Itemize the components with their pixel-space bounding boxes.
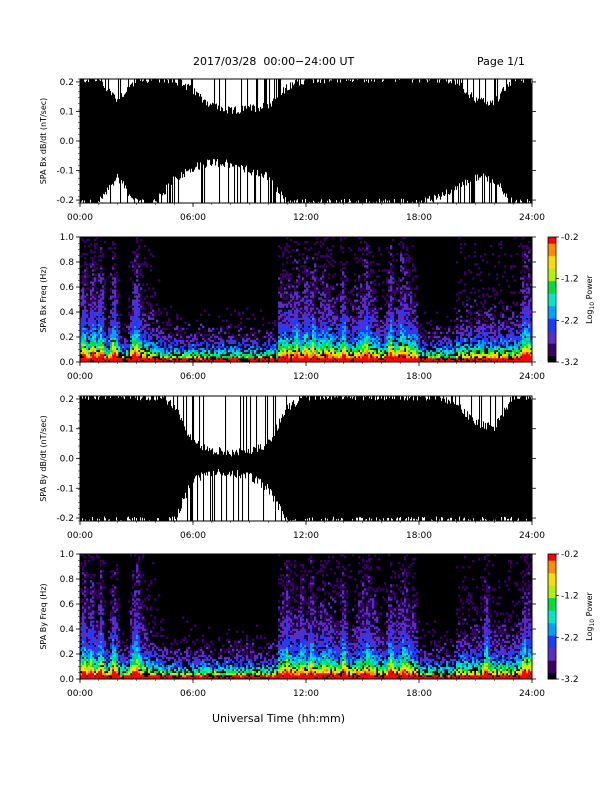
y-tick-label: 0.1 xyxy=(60,107,74,117)
x-tick-label: 18:00 xyxy=(406,689,432,699)
page-title: 2017/03/28 00:00−24:00 UT xyxy=(193,55,355,68)
x-axis-label: Universal Time (hh:mm) xyxy=(212,712,345,725)
x-tick-label: 00:00 xyxy=(67,531,93,541)
x-tick-label: 00:00 xyxy=(67,372,93,382)
y-tick-label: 0.2 xyxy=(60,78,74,88)
spectrogram xyxy=(80,237,533,363)
y-axis-label: SPA By dB/dt (nT/sec) xyxy=(39,415,48,502)
colorbar-tick-label: -0.2 xyxy=(561,233,579,243)
y-tick-label: 0.0 xyxy=(60,455,75,465)
panel-2: -0.2 -1.2 -2.2 -3.2 Log10 Power 1.0 0.8 0.6 0.4 0… xyxy=(39,233,596,382)
x-tick-label: 06:00 xyxy=(180,372,206,382)
x-tick-label: 12:00 xyxy=(293,531,319,541)
colorbar-frame xyxy=(547,236,557,363)
y-axis-label: SPA Bx Freq (Hz) xyxy=(39,266,48,332)
spectrogram xyxy=(80,554,533,680)
y-tick-label: 1.0 xyxy=(60,550,75,560)
x-tick-label: 24:00 xyxy=(519,372,545,382)
dbdt-trace xyxy=(80,79,533,203)
y-tick-label: 0.1 xyxy=(60,425,74,435)
x-tick-label: 18:00 xyxy=(406,213,432,223)
x-tick-label: 12:00 xyxy=(293,213,319,223)
x-tick-label: 12:00 xyxy=(293,372,319,382)
colorbar-frame xyxy=(547,553,557,680)
x-tick-label: 24:00 xyxy=(519,689,545,699)
colorbar-tick-label: -2.2 xyxy=(561,633,579,643)
y-tick-label: 1.0 xyxy=(60,233,75,243)
colorbar-label: Log10 Power xyxy=(585,274,596,323)
y-tick-label: 0.2 xyxy=(60,650,74,660)
colorbar-tick-label: -3.2 xyxy=(561,358,579,368)
y-tick-label: 0.4 xyxy=(60,308,75,318)
y-tick-label: 0.0 xyxy=(60,675,75,685)
page-header: 2017/03/28 00:00−24:00 UT Page 1/1 xyxy=(0,0,612,72)
y-tick-label: -0.2 xyxy=(56,514,74,524)
y-tick-label: -0.2 xyxy=(56,196,74,206)
colorbar-tick-label: -0.2 xyxy=(561,550,579,560)
x-tick-label: 00:00 xyxy=(67,689,93,699)
y-tick-label: -0.1 xyxy=(56,484,74,494)
x-tick-label: 06:00 xyxy=(180,689,206,699)
y-axis-label: SPA Bx dB/dt (nT/sec) xyxy=(39,98,48,185)
colorbar-tick-label: -2.2 xyxy=(561,316,579,326)
panel-3: 0.2 0.1 0.0 -0.1 -0.2 SPA By dB/dt (nT/sec) 00… xyxy=(39,395,545,541)
colorbar-tick-label: -1.2 xyxy=(561,275,579,285)
colorbar: -0.2 -1.2 -2.2 -3.2 Log10 Power xyxy=(547,550,596,685)
y-tick-label: 0.6 xyxy=(60,283,75,293)
x-tick-label: 24:00 xyxy=(519,531,545,541)
colorbar-tick-label: -1.2 xyxy=(561,592,579,602)
colorbar: -0.2 -1.2 -2.2 -3.2 Log10 Power xyxy=(547,233,596,368)
x-tick-label: 06:00 xyxy=(180,213,206,223)
y-tick-label: 0.2 xyxy=(60,333,74,343)
x-tick-label: 12:00 xyxy=(293,689,319,699)
x-tick-label: 00:00 xyxy=(67,213,93,223)
y-tick-label: -0.1 xyxy=(56,167,74,177)
y-tick-label: 0.0 xyxy=(60,358,75,368)
y-tick-label: 0.4 xyxy=(60,625,75,635)
x-tick-label: 18:00 xyxy=(406,531,432,541)
colorbar-tick-label: -3.2 xyxy=(561,675,579,685)
panel-1: 0.2 0.1 0.0 -0.1 -0.2 SPA Bx dB/dt (nT/sec) 00… xyxy=(39,78,545,223)
page-number: Page 1/1 xyxy=(477,55,525,68)
x-tick-label: 06:00 xyxy=(180,531,206,541)
panel-4: -0.2 -1.2 -2.2 -3.2 Log10 Power 1.0 0.8 0.6 0.4 0… xyxy=(39,550,596,699)
y-tick-label: 0.8 xyxy=(60,575,75,585)
colorbar-label: Log10 Power xyxy=(585,591,596,640)
y-tick-label: 0.2 xyxy=(60,395,74,405)
y-tick-label: 0.8 xyxy=(60,258,75,268)
x-tick-label: 24:00 xyxy=(519,213,545,223)
dbdt-trace xyxy=(80,396,533,521)
y-tick-label: 0.6 xyxy=(60,600,75,610)
y-tick-label: 0.0 xyxy=(60,137,75,147)
x-tick-label: 18:00 xyxy=(406,372,432,382)
y-axis-label: SPA By Freq (Hz) xyxy=(39,583,48,649)
